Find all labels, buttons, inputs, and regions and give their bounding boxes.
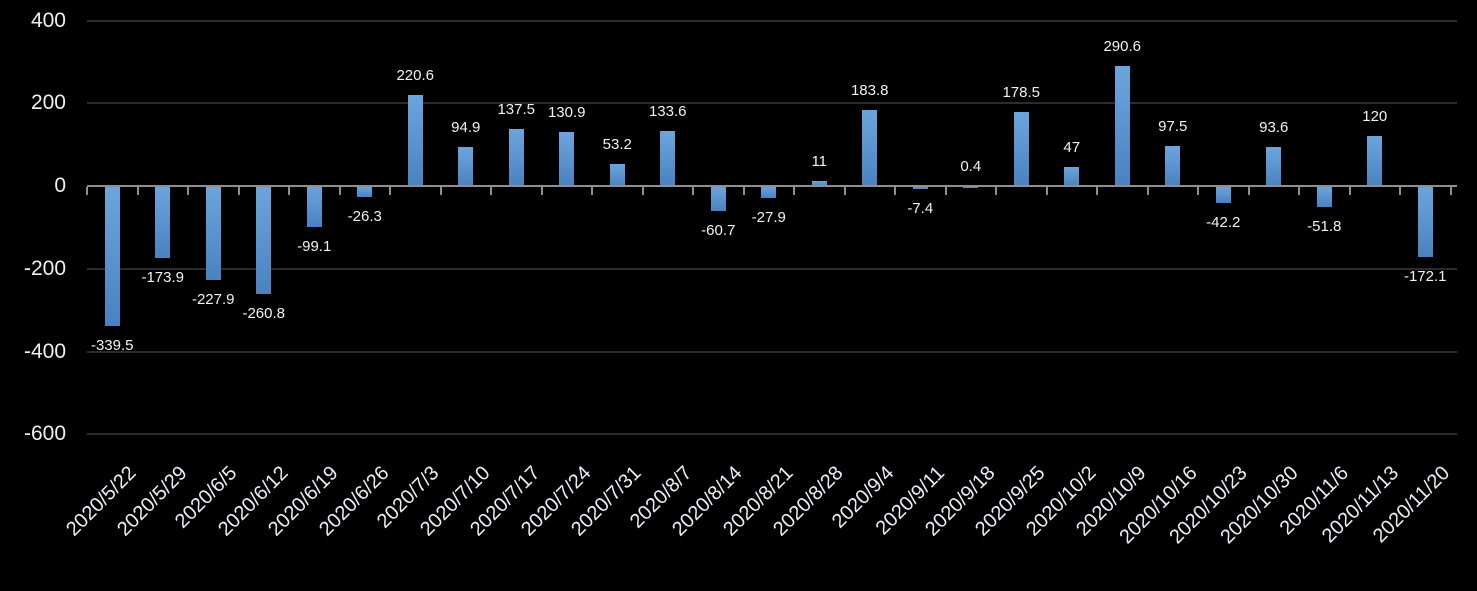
bar: [1367, 136, 1383, 186]
x-axis-tick: [894, 187, 896, 195]
x-axis-tick: [641, 187, 644, 195]
bar: [205, 186, 221, 281]
x-axis-tick: [1146, 187, 1149, 195]
bar-value-label: -27.9: [751, 208, 786, 226]
x-axis-tick: [187, 187, 189, 195]
x-axis-tick: [338, 187, 341, 195]
x-axis-tick: [1247, 187, 1250, 195]
x-axis-tick: [692, 187, 694, 195]
bar-value-label: 178.5: [1002, 84, 1041, 102]
y-axis-label: -400: [23, 339, 66, 363]
bar-value-label: 183.8: [850, 81, 889, 99]
gridline: [87, 267, 1457, 270]
x-axis-tick: [237, 187, 240, 195]
bar-value-label: 47: [1063, 138, 1081, 156]
bar: [1215, 186, 1231, 204]
bar-value-label: -60.7: [701, 222, 736, 240]
bar-value-label: 97.5: [1158, 117, 1188, 135]
y-axis-label: -200: [23, 256, 66, 280]
bar: [660, 130, 676, 186]
x-axis-tick: [591, 187, 593, 195]
bar: [1266, 147, 1282, 186]
x-axis-tick: [944, 187, 947, 195]
bar: [407, 94, 423, 186]
y-axis-label: 400: [30, 8, 66, 32]
bar: [761, 186, 777, 198]
bar-value-label: -26.3: [347, 207, 382, 225]
bar: [256, 186, 272, 294]
x-axis-tick: [389, 187, 391, 195]
bar-value-label: 53.2: [602, 135, 632, 153]
x-axis-tick: [1298, 187, 1300, 195]
bar-value-label: -51.8: [1307, 218, 1342, 236]
x-axis-line: [87, 185, 1457, 187]
x-axis-tick: [540, 187, 543, 195]
y-axis-label: 200: [30, 91, 66, 115]
gridline: [87, 102, 1457, 105]
x-axis-tick: [1348, 187, 1351, 195]
bar-value-label: 137.5: [497, 101, 536, 119]
bar-value-label: -99.1: [297, 238, 332, 255]
bar: [508, 129, 524, 186]
x-axis-tick: [288, 187, 290, 195]
bar: [912, 186, 928, 190]
bar-value-label: 94.9: [451, 118, 481, 136]
bar-value-label: 133.6: [648, 102, 687, 120]
bar: [1114, 65, 1130, 186]
bar-value-label: 220.6: [396, 66, 435, 84]
bar-value-label: -260.8: [242, 304, 286, 322]
bar: [306, 186, 322, 227]
gridline: [87, 350, 1457, 353]
bar: [1417, 186, 1433, 258]
bar: [357, 186, 373, 197]
y-axis-label: 0: [54, 174, 66, 197]
bar: [1165, 145, 1181, 186]
x-axis-tick: [86, 187, 88, 195]
bar-value-label: 130.9: [547, 103, 586, 121]
x-axis-tick: [1045, 187, 1048, 195]
bar-value-label: 11: [811, 153, 828, 171]
bar-value-label: -172.1: [1403, 268, 1447, 286]
bar: [811, 181, 827, 186]
x-axis-tick: [490, 187, 492, 195]
bar: [1316, 186, 1332, 208]
bar: [104, 186, 120, 327]
x-axis-tick: [1197, 187, 1199, 195]
x-axis-tick: [136, 187, 139, 195]
x-axis-tick: [439, 187, 442, 195]
x-axis-tick: [1449, 187, 1452, 195]
bar-value-label: 120: [1362, 108, 1388, 126]
y-axis-label: -600: [23, 422, 66, 446]
bar: [1064, 166, 1080, 186]
bar-value-label: 290.6: [1103, 37, 1142, 55]
gridline: [87, 433, 1457, 436]
x-axis-tick: [1399, 187, 1401, 195]
bar: [609, 163, 625, 186]
x-axis-tick: [793, 187, 795, 195]
bar: [1013, 112, 1029, 186]
bar: [458, 146, 474, 186]
x-axis-tick: [843, 187, 846, 195]
bar: [710, 186, 726, 212]
x-axis-tick: [995, 187, 997, 195]
bar-value-label: 0.4: [960, 157, 982, 175]
x-axis-tick: [1096, 187, 1098, 195]
bar-value-label: -7.4: [907, 200, 934, 218]
bar: [559, 131, 575, 186]
bar-value-label: -173.9: [141, 268, 185, 286]
bar-value-label: -227.9: [191, 291, 235, 309]
bar: [862, 109, 878, 186]
bar-value-label: -339.5: [90, 337, 134, 355]
gridline: [87, 19, 1457, 22]
x-axis-tick: [742, 187, 745, 195]
bar-value-label: -42.2: [1206, 214, 1241, 232]
bar-value-label: 93.6: [1259, 119, 1289, 137]
bar: [155, 186, 171, 258]
